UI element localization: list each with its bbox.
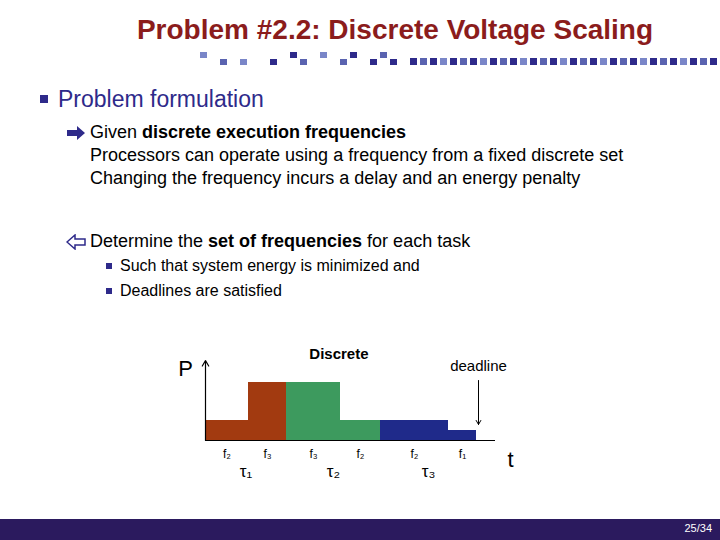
svg-text:deadline: deadline [450, 357, 507, 374]
html-text:Given discrete execution frequ: Given discrete execution frequencies [90, 122, 407, 142]
svg-text:τ₃: τ₃ [422, 462, 436, 481]
html-text:Problem #2.2: Discrete Voltage: Problem #2.2: Discrete Voltage Scaling [136, 14, 654, 45]
svg-text:τ₁: τ₁ [240, 462, 253, 481]
svg-text:f₃: f₃ [309, 447, 317, 461]
html-text:Deadlines are satisfied: Deadlines are satisfied [120, 282, 282, 299]
html-text:25/34: 25/34 [684, 522, 712, 534]
html-text:Problem formulation: Problem formulation [58, 86, 264, 112]
svg-text:τ₂: τ₂ [327, 462, 340, 481]
svg-text:f₃: f₃ [263, 447, 271, 461]
html-text:Determine the set of frequenci: Determine the set of frequencies for eac… [90, 231, 471, 251]
svg-text:Discrete: Discrete [309, 345, 368, 362]
svg-text:t: t [507, 447, 513, 472]
svg-text:f₂: f₂ [223, 447, 231, 461]
svg-text:P: P [178, 356, 193, 381]
html-text:Such that system energy is min: Such that system energy is minimized and [120, 257, 420, 274]
svg-text:f₂: f₂ [411, 447, 419, 461]
html-text:Processors can operate using a: Processors can operate using a frequency… [90, 145, 624, 165]
svg-text:f₂: f₂ [357, 447, 365, 461]
html-text:Changing the frequency incurs: Changing the frequency incurs a delay an… [90, 168, 581, 188]
svg-text:f₁: f₁ [459, 447, 466, 461]
